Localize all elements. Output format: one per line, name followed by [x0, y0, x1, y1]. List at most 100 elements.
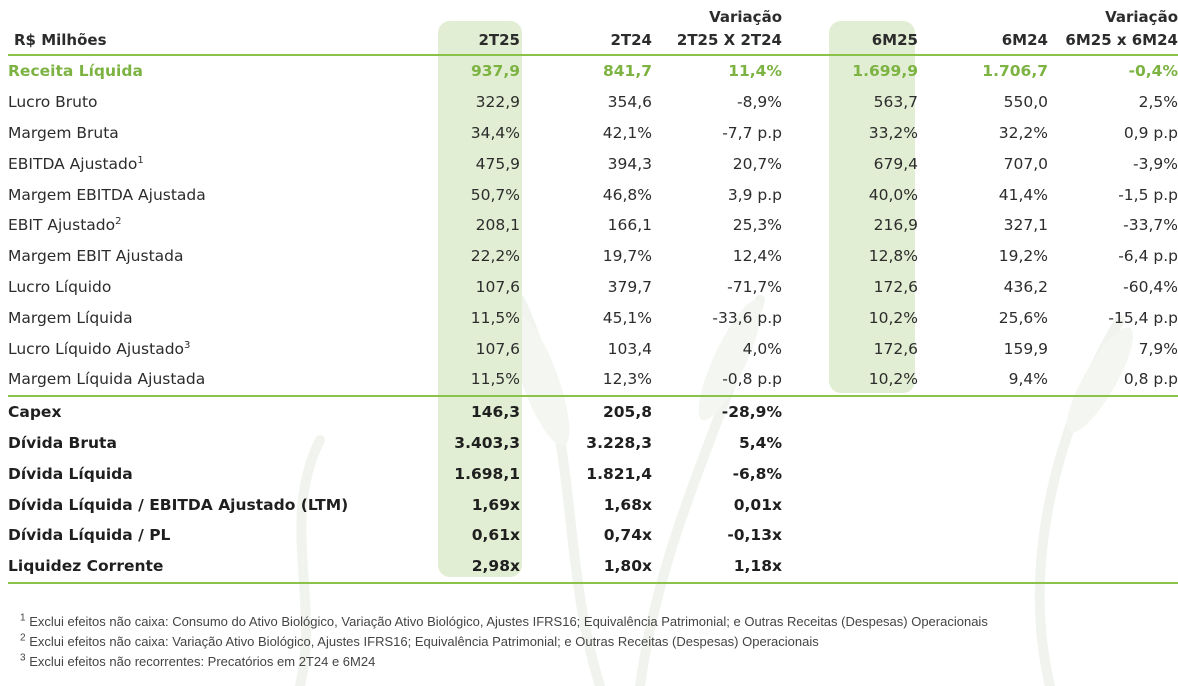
cell-6m24-text: 19,2% — [998, 247, 1048, 266]
cell-6m25-text: 12,8% — [868, 247, 918, 266]
cell-6m25: 172,6 — [782, 272, 918, 303]
header-variation-semester-line2: 6M25 x 6M24 — [1048, 26, 1178, 56]
row-label-text: Margem Bruta — [8, 123, 119, 142]
cell-variation-semester: -6,4 p.p — [1048, 241, 1178, 272]
footnote-item: 2 Exclui efeitos não caixa: Variação Ati… — [20, 632, 988, 652]
cell-variation-semester-text: 0,9 p.p — [1123, 123, 1178, 142]
header-row: R$ Milhões 2T25 2T24 2T25 X 2T24 6M25 6M… — [8, 26, 1178, 56]
cell-6m24-text: 159,9 — [1003, 339, 1048, 358]
cell-variation-semester-text: -0,4% — [1128, 62, 1178, 81]
footnote-item: 3 Exclui efeitos não recorrentes: Precat… — [20, 652, 988, 672]
cell-variation-quarter: -7,7 p.p — [652, 118, 782, 149]
footnote-marker: 1 — [137, 154, 144, 166]
row-label-text: Receita Líquida — [8, 62, 143, 81]
cell-variation-quarter: 4,0% — [652, 333, 782, 364]
row-label: Dívida Líquida / EBITDA Ajustado (LTM) — [8, 489, 440, 520]
cell-6m24-text: 550,0 — [1003, 93, 1048, 112]
cell-2t25-text: 11,5% — [470, 308, 520, 327]
header-unit: R$ Milhões — [8, 26, 440, 56]
cell-variation-quarter-text: -28,9% — [721, 403, 782, 422]
footnote-marker: 1 — [20, 612, 26, 624]
table-row: Dívida Bruta 3.403,3 3.228,3 5,4% — [8, 428, 1178, 459]
empty-6m25 — [782, 520, 918, 551]
table-row: Liquidez Corrente 2,98x 1,80x 1,18x — [8, 550, 1178, 584]
footnote-marker: 2 — [20, 632, 26, 644]
cell-variation-quarter: 0,01x — [652, 489, 782, 520]
cell-2t24: 0,74x — [520, 520, 652, 551]
cell-6m25: 679,4 — [782, 148, 918, 179]
cell-2t24: 19,7% — [520, 241, 652, 272]
cell-variation-semester-text: 2,5% — [1138, 93, 1178, 112]
cell-2t25-text: 2,98x — [471, 557, 520, 576]
row-label-text: Dívida Líquida / PL — [8, 526, 171, 545]
cell-variation-semester: -15,4 p.p — [1048, 302, 1178, 333]
cell-6m25: 40,0% — [782, 179, 918, 210]
cell-2t24: 1.821,4 — [520, 458, 652, 489]
empty-6m25 — [782, 428, 918, 459]
cell-2t25: 322,9 — [440, 87, 520, 118]
table-row: Receita Líquida 937,9 841,7 11,4% 1.699,9 1.7… — [8, 55, 1178, 87]
cell-variation-quarter: 5,4% — [652, 428, 782, 459]
cell-2t24-text: 45,1% — [602, 308, 652, 327]
row-label: Dívida Líquida / PL — [8, 520, 440, 551]
cell-variation-semester: -60,4% — [1048, 272, 1178, 303]
cell-2t24-text: 354,6 — [607, 93, 652, 112]
row-label-text: Lucro Líquido — [8, 277, 112, 296]
cell-2t24-text: 12,3% — [602, 370, 652, 389]
cell-6m25: 10,2% — [782, 302, 918, 333]
cell-2t24-text: 394,3 — [607, 154, 652, 173]
cell-2t25-text: 3.403,3 — [454, 433, 520, 452]
cell-variation-quarter-text: 11,4% — [728, 62, 782, 81]
cell-2t25-text: 22,2% — [470, 247, 520, 266]
cell-6m25-text: 1.699,9 — [852, 62, 918, 81]
table-row: EBITDA Ajustado1 475,9 394,3 20,7% 679,4 707,… — [8, 148, 1178, 179]
empty-variation-semester — [1048, 550, 1178, 584]
header-variation-quarter-line1: Variação — [709, 8, 782, 26]
cell-variation-semester: 7,9% — [1048, 333, 1178, 364]
empty-6m24 — [918, 396, 1048, 428]
cell-6m25: 172,6 — [782, 333, 918, 364]
empty-6m25 — [782, 489, 918, 520]
highlight-column-6m25 — [829, 21, 915, 393]
cell-6m25-text: 563,7 — [873, 93, 918, 112]
row-label-text: Margem Líquida — [8, 308, 133, 327]
cell-2t25: 0,61x — [440, 520, 520, 551]
cell-variation-semester: -3,9% — [1048, 148, 1178, 179]
cell-2t24: 42,1% — [520, 118, 652, 149]
footnote-text: Exclui efeitos não recorrentes: Precatór… — [29, 654, 376, 669]
table-row: Margem Bruta 34,4% 42,1% -7,7 p.p 33,2% 32,2%… — [8, 118, 1178, 149]
cell-6m24: 41,4% — [918, 179, 1048, 210]
cell-variation-quarter: -0,13x — [652, 520, 782, 551]
empty-variation-semester — [1048, 489, 1178, 520]
cell-2t24-text: 166,1 — [607, 216, 652, 235]
row-label-text: Margem Líquida Ajustada — [8, 370, 206, 389]
cell-2t25: 208,1 — [440, 210, 520, 241]
cell-2t25: 11,5% — [440, 363, 520, 397]
row-label-text: Lucro Bruto — [8, 93, 98, 112]
footnote-item: 1 Exclui efeitos não caixa: Consumo do A… — [20, 612, 988, 632]
table-row: Lucro Bruto 322,9 354,6 -8,9% 563,7 550,0 2,5% — [8, 87, 1178, 118]
cell-variation-semester-text: -1,5 p.p — [1118, 185, 1178, 204]
cell-variation-semester-text: -3,9% — [1133, 154, 1178, 173]
cell-2t24: 103,4 — [520, 333, 652, 364]
cell-6m24: 32,2% — [918, 118, 1048, 149]
cell-variation-quarter-text: 3,9 p.p — [727, 185, 782, 204]
row-label: Lucro Líquido Ajustado3 — [8, 333, 440, 364]
footnotes: 1 Exclui efeitos não caixa: Consumo do A… — [20, 612, 988, 672]
row-label-text: Margem EBITDA Ajustada — [8, 185, 206, 204]
table-row: Dívida Líquida 1.698,1 1.821,4 -6,8% — [8, 458, 1178, 489]
cell-6m24-text: 25,6% — [998, 308, 1048, 327]
cell-variation-quarter: 12,4% — [652, 241, 782, 272]
header-6m24: 6M24 — [918, 26, 1048, 56]
cell-2t25-text: 50,7% — [470, 185, 520, 204]
cell-variation-quarter-text: 1,18x — [733, 557, 782, 576]
empty-6m25 — [782, 458, 918, 489]
cell-variation-quarter-text: 5,4% — [739, 433, 782, 452]
row-label-text: Liquidez Corrente — [8, 557, 164, 576]
empty-6m24 — [918, 428, 1048, 459]
cell-6m25-text: 40,0% — [868, 185, 918, 204]
cell-variation-quarter-text: 25,3% — [732, 216, 782, 235]
row-label: Margem Bruta — [8, 118, 440, 149]
table-row: Margem Líquida 11,5% 45,1% -33,6 p.p 10,2% 25… — [8, 302, 1178, 333]
table-row: Margem EBIT Ajustada 22,2% 19,7% 12,4% 12,8%… — [8, 241, 1178, 272]
